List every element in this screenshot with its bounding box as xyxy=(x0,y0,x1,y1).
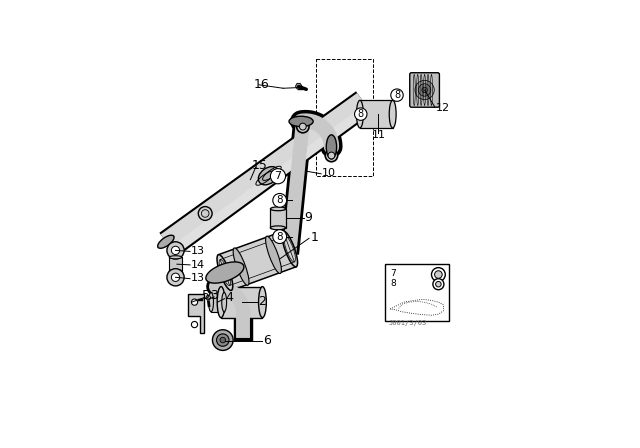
Text: 6: 6 xyxy=(264,334,271,347)
Polygon shape xyxy=(221,287,262,318)
Text: 8: 8 xyxy=(390,279,396,288)
Ellipse shape xyxy=(356,100,364,128)
Ellipse shape xyxy=(259,287,266,318)
Text: 7: 7 xyxy=(390,269,396,278)
Text: 2: 2 xyxy=(259,295,266,308)
Circle shape xyxy=(198,207,212,220)
Text: 7: 7 xyxy=(275,171,282,181)
Ellipse shape xyxy=(167,242,184,259)
Bar xyxy=(385,264,449,321)
Text: 4: 4 xyxy=(225,292,233,305)
Bar xyxy=(316,59,373,176)
Ellipse shape xyxy=(289,116,313,127)
Circle shape xyxy=(191,299,198,305)
Ellipse shape xyxy=(259,167,278,185)
Circle shape xyxy=(433,279,444,290)
Text: 9: 9 xyxy=(305,211,312,224)
Ellipse shape xyxy=(157,235,174,248)
Polygon shape xyxy=(170,257,182,271)
Text: 15: 15 xyxy=(252,159,268,172)
Text: 8: 8 xyxy=(276,195,283,205)
Polygon shape xyxy=(218,231,296,290)
Ellipse shape xyxy=(326,135,337,159)
Circle shape xyxy=(220,337,225,343)
Ellipse shape xyxy=(170,256,182,259)
Text: 5: 5 xyxy=(202,289,210,302)
Ellipse shape xyxy=(282,231,298,267)
Circle shape xyxy=(328,152,335,159)
Ellipse shape xyxy=(172,273,180,281)
Circle shape xyxy=(415,80,435,99)
Text: 10: 10 xyxy=(322,168,336,178)
Ellipse shape xyxy=(266,236,282,274)
Text: 11: 11 xyxy=(372,130,386,140)
Text: J001/3/03: J001/3/03 xyxy=(388,320,426,326)
Circle shape xyxy=(273,194,287,207)
Circle shape xyxy=(212,330,233,350)
Circle shape xyxy=(431,267,445,281)
Circle shape xyxy=(422,87,428,93)
Ellipse shape xyxy=(270,207,285,211)
Circle shape xyxy=(436,281,441,287)
Polygon shape xyxy=(206,296,211,300)
Circle shape xyxy=(296,121,309,133)
Ellipse shape xyxy=(209,293,214,312)
Text: 12: 12 xyxy=(436,103,450,113)
Text: 8: 8 xyxy=(394,90,400,100)
Polygon shape xyxy=(211,293,224,312)
Ellipse shape xyxy=(206,262,244,283)
Circle shape xyxy=(270,168,285,184)
Polygon shape xyxy=(188,293,204,333)
Ellipse shape xyxy=(233,248,249,285)
Text: 13: 13 xyxy=(191,246,205,256)
Circle shape xyxy=(355,108,367,121)
Text: 14: 14 xyxy=(191,259,205,270)
Text: 16: 16 xyxy=(254,78,269,91)
Text: 8: 8 xyxy=(276,232,283,241)
Ellipse shape xyxy=(217,287,225,318)
Circle shape xyxy=(191,322,198,327)
Polygon shape xyxy=(360,100,393,128)
FancyBboxPatch shape xyxy=(410,73,440,107)
Circle shape xyxy=(202,210,209,217)
Text: 3: 3 xyxy=(210,289,218,302)
Circle shape xyxy=(435,271,442,278)
Circle shape xyxy=(391,89,403,101)
Ellipse shape xyxy=(172,246,180,254)
Circle shape xyxy=(300,123,306,130)
Circle shape xyxy=(419,84,431,96)
Text: 8: 8 xyxy=(358,109,364,119)
Ellipse shape xyxy=(217,254,233,290)
Ellipse shape xyxy=(270,226,285,230)
Polygon shape xyxy=(270,209,285,228)
Ellipse shape xyxy=(167,269,184,286)
Circle shape xyxy=(325,149,338,162)
Text: 13: 13 xyxy=(191,273,205,283)
Ellipse shape xyxy=(170,270,182,273)
Circle shape xyxy=(273,230,287,244)
Circle shape xyxy=(216,334,229,346)
Polygon shape xyxy=(296,83,302,89)
Text: 1: 1 xyxy=(311,231,319,244)
Ellipse shape xyxy=(389,100,396,128)
Ellipse shape xyxy=(221,293,227,312)
